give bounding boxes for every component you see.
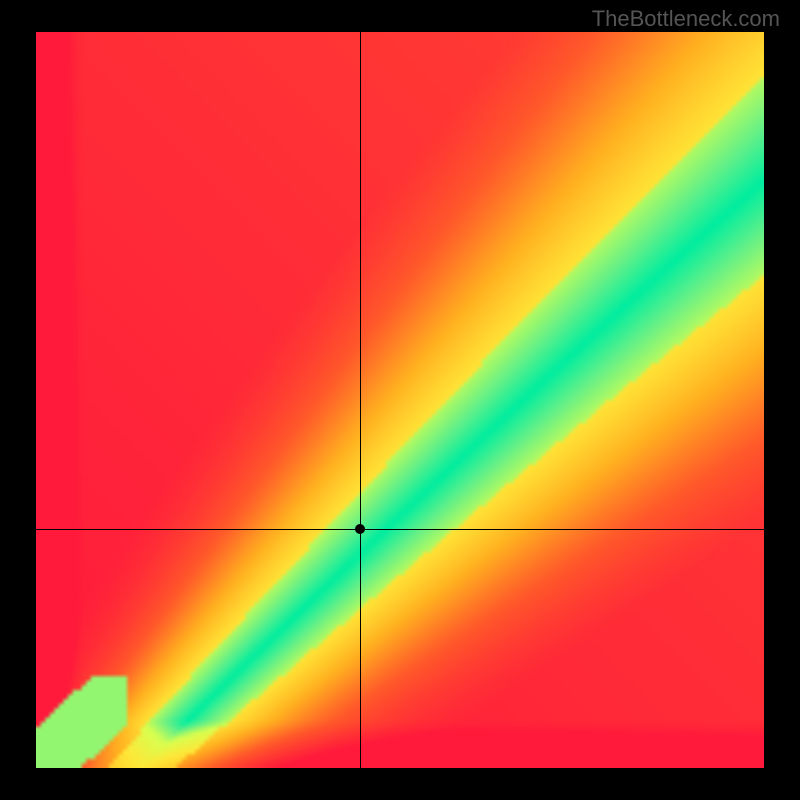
watermark-text: TheBottleneck.com xyxy=(592,6,780,32)
plot-area xyxy=(36,32,764,768)
chart-container: TheBottleneck.com xyxy=(0,0,800,800)
marker-dot xyxy=(355,524,365,534)
crosshair-horizontal xyxy=(36,529,764,530)
heatmap-canvas xyxy=(36,32,764,768)
crosshair-vertical xyxy=(360,32,361,768)
